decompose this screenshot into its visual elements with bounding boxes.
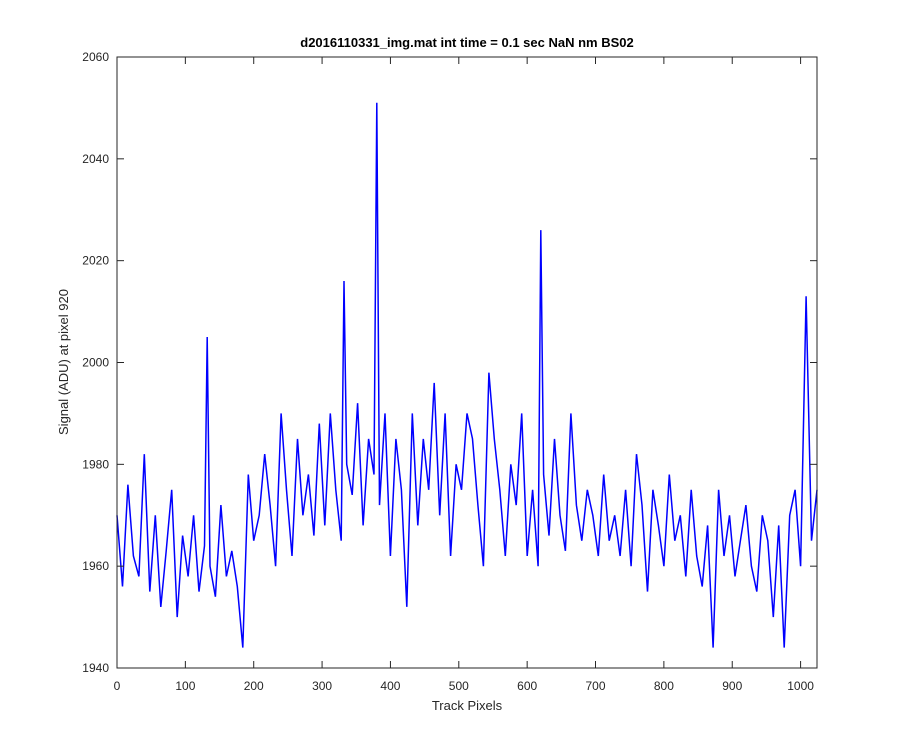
- x-tick-label: 800: [654, 679, 674, 693]
- x-axis-label: Track Pixels: [432, 698, 503, 713]
- series-group: [116, 102, 818, 648]
- x-axis: 0 100 200 300 400 500 600 700 800 900 1000: [114, 57, 814, 693]
- y-tick-label: 1940: [82, 661, 109, 675]
- x-tick-label: 100: [175, 679, 195, 693]
- x-tick-label: 200: [244, 679, 264, 693]
- y-tick-label: 2020: [82, 254, 109, 268]
- y-tick-label: 1960: [82, 559, 109, 573]
- x-tick-label: 0: [114, 679, 121, 693]
- x-tick-label: 400: [380, 679, 400, 693]
- chart-title: d2016110331_img.mat int time = 0.1 sec N…: [300, 35, 633, 50]
- x-tick-label: 600: [517, 679, 537, 693]
- y-tick-label: 2000: [82, 356, 109, 370]
- x-tick-label: 300: [312, 679, 332, 693]
- plot-area: [117, 57, 817, 668]
- y-tick-label: 1980: [82, 457, 109, 471]
- y-axis: 1940 1960 1980 2000 2020 2040 2060: [82, 50, 817, 675]
- y-axis-label: Signal (ADU) at pixel 920: [56, 289, 71, 435]
- y-tick-label: 2060: [82, 50, 109, 64]
- series-line-0: [116, 102, 818, 648]
- x-tick-label: 700: [586, 679, 606, 693]
- y-tick-label: 2040: [82, 152, 109, 166]
- x-tick-label: 900: [722, 679, 742, 693]
- x-tick-label: 500: [449, 679, 469, 693]
- x-tick-label: 1000: [787, 679, 814, 693]
